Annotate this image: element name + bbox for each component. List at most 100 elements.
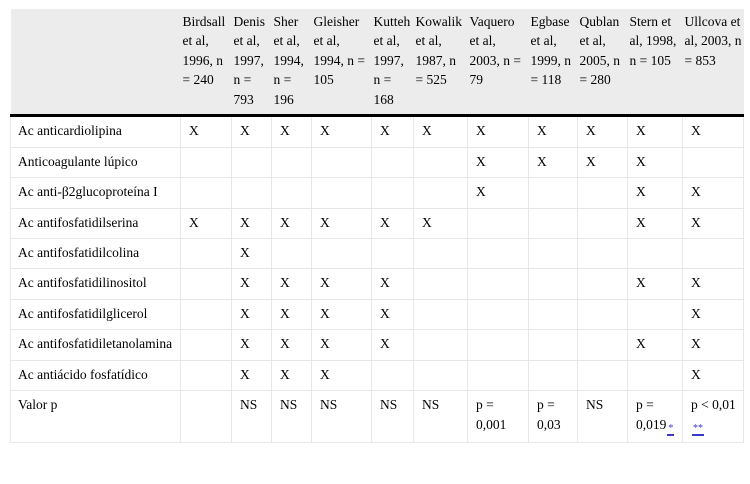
table-cell <box>413 298 468 331</box>
footnote-ref[interactable]: * <box>667 422 675 436</box>
table-cell <box>577 268 628 300</box>
table-cell: NS <box>371 390 414 443</box>
table-cell: X <box>627 177 683 209</box>
table-cell <box>413 237 468 270</box>
table-cell: X <box>231 237 272 270</box>
row-label: Ac antifosfatidilserina <box>10 207 181 239</box>
table-cell: NS <box>271 390 312 443</box>
column-header: Denis et al, 1997, n = 793 <box>231 9 272 118</box>
table-cell <box>371 177 414 209</box>
column-header: Kowalik et al, 1987, n = 525 <box>413 9 468 118</box>
table-cell: X <box>413 115 468 148</box>
table-cell: X <box>180 207 232 239</box>
table-cell <box>180 359 232 392</box>
table-cell <box>371 359 414 392</box>
table-cell <box>413 359 468 392</box>
table-cell: X <box>271 207 312 239</box>
table-cell <box>371 146 414 179</box>
table-cell <box>528 207 578 239</box>
table-cell: X <box>371 115 414 148</box>
table-cell <box>180 329 232 361</box>
table-cell <box>577 207 628 239</box>
table-cell: X <box>311 329 372 361</box>
table-cell: X <box>467 115 529 148</box>
row-label: Ac antiácido fosfatídico <box>10 359 181 392</box>
table-row: Ac antifosfatidilglicerol X X X X X <box>10 298 744 331</box>
table-cell: X <box>682 207 744 239</box>
table-cell: NS <box>231 390 272 443</box>
table-cell <box>413 146 468 179</box>
table-cell: X <box>231 359 272 392</box>
table-cell <box>311 237 372 270</box>
table-cell: X <box>627 146 683 179</box>
table-cell <box>528 177 578 209</box>
table-row: Valor p NS NS NS NS NS p = 0,001 p = 0,03 NS p = … <box>10 390 744 443</box>
table-cell: X <box>231 298 272 331</box>
table-cell <box>577 329 628 361</box>
table-cell <box>180 237 232 270</box>
table-cell <box>180 390 232 443</box>
table-cell: p = 0,03 <box>528 390 578 443</box>
table-cell <box>627 237 683 270</box>
footnote-ref-mark: * <box>668 422 674 434</box>
table-cell: X <box>627 207 683 239</box>
table-cell <box>577 177 628 209</box>
table-cell: X <box>467 177 529 209</box>
table-row: Ac antifosfatidiletanolamina X X X X X X <box>10 329 744 361</box>
row-label: Ac antifosfatidiletanolamina <box>10 329 181 361</box>
column-header: Qublan et al, 2005, n = 280 <box>577 9 628 118</box>
table-cell <box>528 298 578 331</box>
table-cell: X <box>180 115 232 148</box>
table-cell <box>627 298 683 331</box>
table-cell: X <box>528 146 578 179</box>
table-cell <box>467 207 529 239</box>
table-cell: X <box>231 329 272 361</box>
table-cell <box>528 329 578 361</box>
table-cell: NS <box>577 390 628 443</box>
table-cell: X <box>371 329 414 361</box>
table-cell <box>271 237 312 270</box>
row-label: Ac anti-β2glucoproteína I <box>10 177 181 209</box>
table-cell: X <box>371 298 414 331</box>
table-cell: X <box>371 268 414 300</box>
table-cell: X <box>311 298 372 331</box>
table-row: Ac antifosfatidilinositol X X X X X X <box>10 268 744 300</box>
footnote-ref[interactable]: ** <box>692 423 704 436</box>
table-cell: X <box>467 146 529 179</box>
table-corner-cell <box>10 9 181 118</box>
table-cell <box>682 146 744 179</box>
table-cell <box>682 237 744 270</box>
table-cell <box>413 177 468 209</box>
table-cell: p = 0,019 * <box>627 390 683 443</box>
table-cell: X <box>311 268 372 300</box>
table-cell <box>528 237 578 270</box>
table-cell <box>577 359 628 392</box>
row-label: Ac antifosfatidilglicerol <box>10 298 181 331</box>
table-cell: X <box>577 115 628 148</box>
table-cell: X <box>682 177 744 209</box>
table-cell: X <box>528 115 578 148</box>
table-cell <box>371 237 414 270</box>
table-cell: X <box>627 329 683 361</box>
table-cell <box>413 268 468 300</box>
table-cell <box>627 359 683 392</box>
table-cell: X <box>682 268 744 300</box>
column-header: Vaquero et al, 2003, n = 79 <box>467 9 529 118</box>
table-row: Anticoagulante lúpico X X X X <box>10 146 744 179</box>
table-cell: p = 0,001 <box>467 390 529 443</box>
table-cell <box>180 146 232 179</box>
table-cell: X <box>682 298 744 331</box>
table-cell: X <box>271 268 312 300</box>
column-header: Kutteh et al, 1997, n = 168 <box>371 9 414 118</box>
table-cell: X <box>682 115 744 148</box>
table-cell <box>231 146 272 179</box>
row-label: Ac antifosfatidilcolina <box>10 237 181 270</box>
table-cell <box>577 237 628 270</box>
column-header: Egbase et al, 1999, n = 118 <box>528 9 578 118</box>
column-header: Gleisher et al, 1994, n = 105 <box>311 9 372 118</box>
table-cell <box>467 237 529 270</box>
table-cell: X <box>682 359 744 392</box>
table-cell: p < 0,01 ** <box>682 390 744 443</box>
